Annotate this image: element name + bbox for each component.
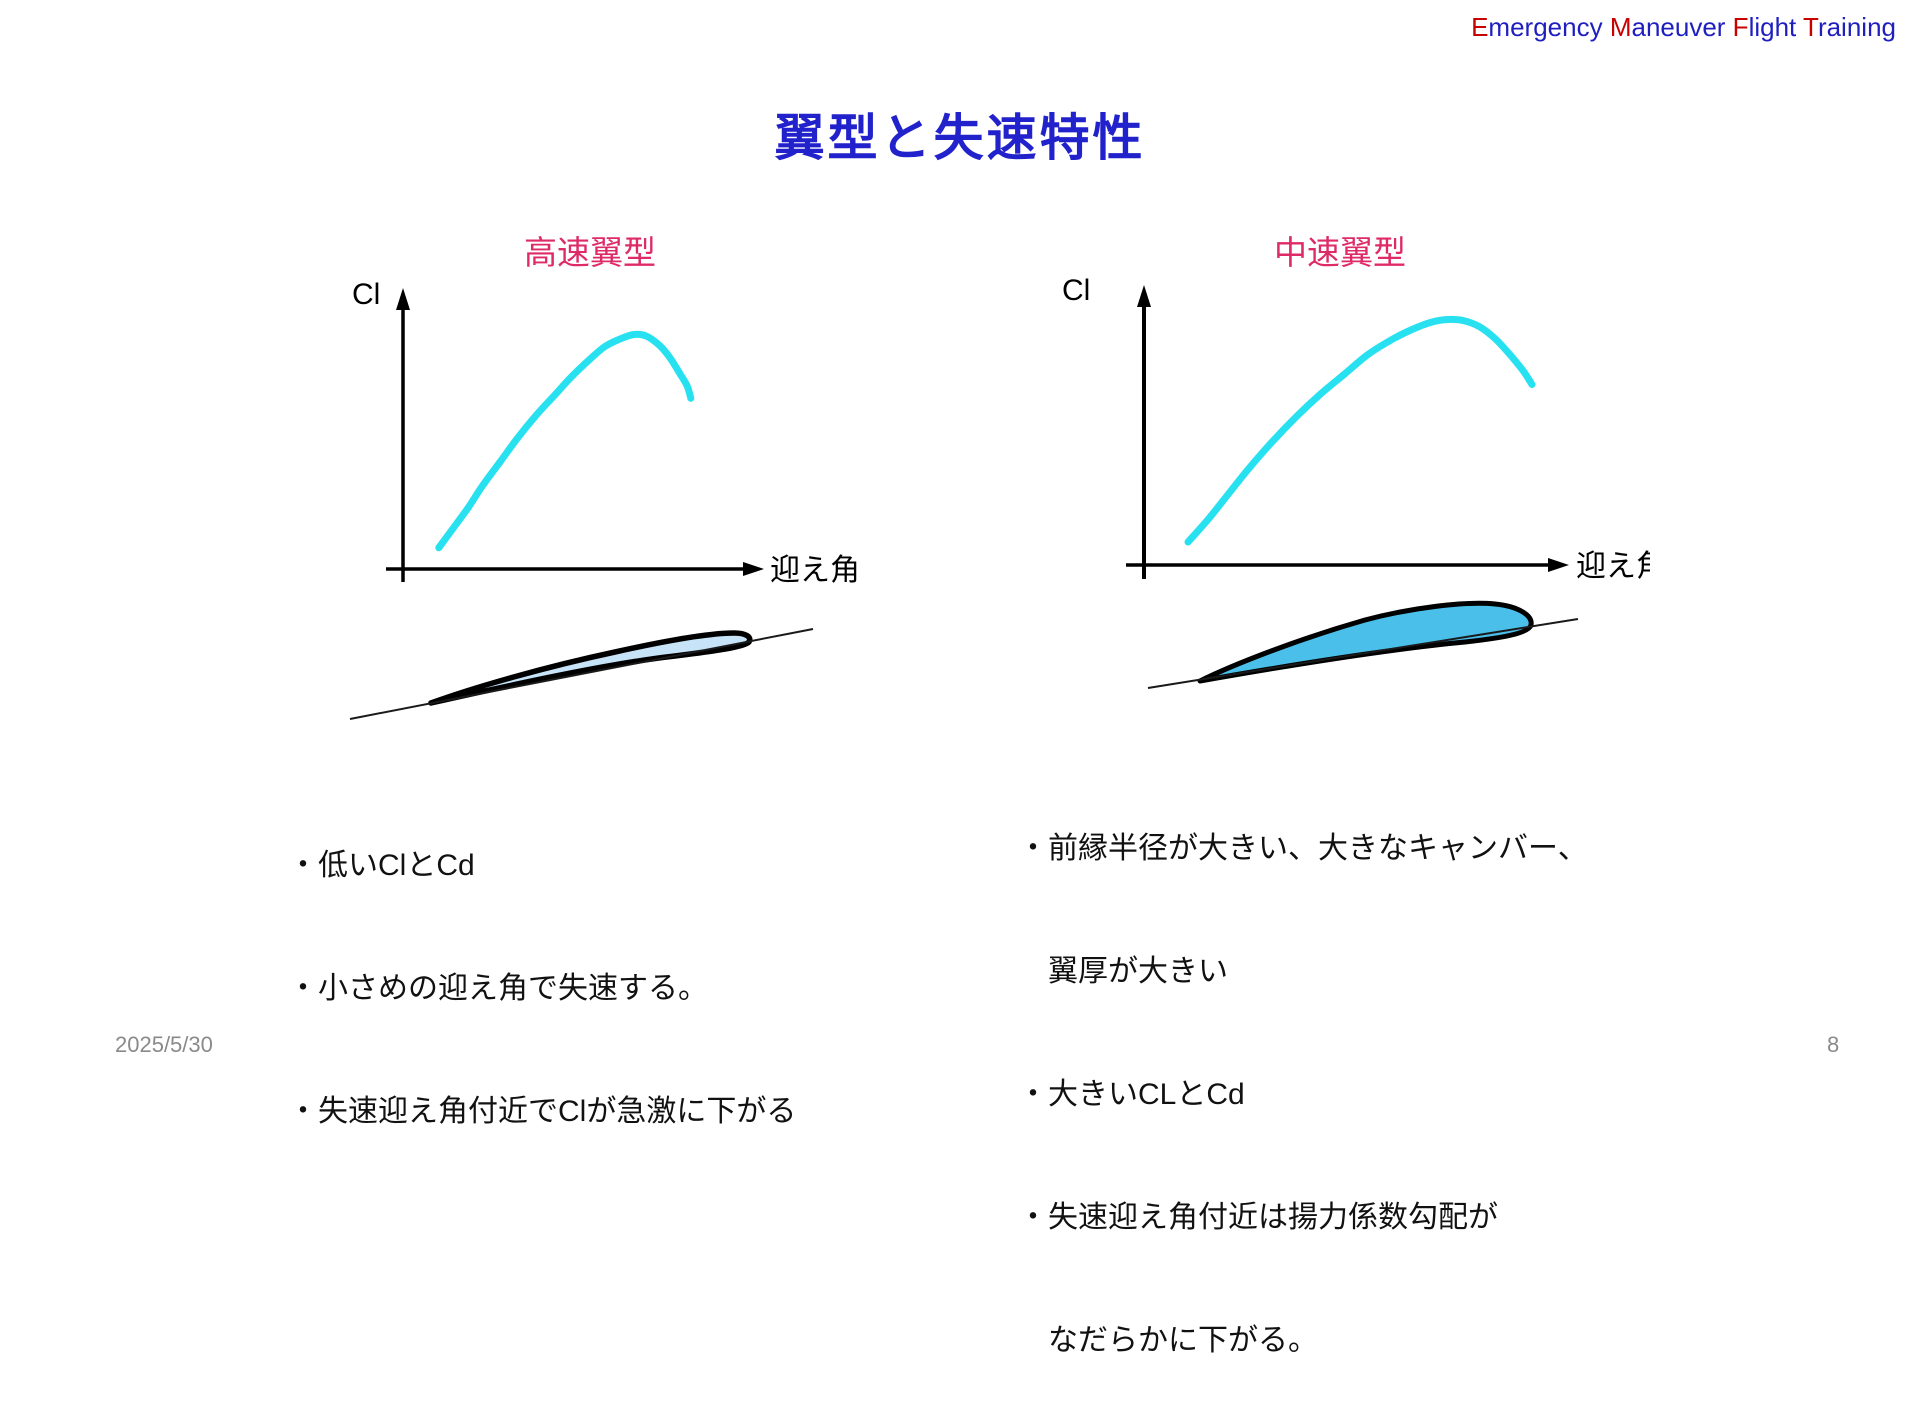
- bullet-line: ・失速迎え角付近でClが急激に下がる: [288, 1095, 797, 1128]
- panel-label-medium-speed: 中速翼型: [1274, 234, 1406, 271]
- airfoil-sketch-high-speed: [349, 628, 814, 720]
- bullet-list-high-speed: ・低いClとCd ・小さめの迎え角で失速する。 ・失速迎え角付近でClが急激に下…: [288, 763, 796, 1173]
- panel-label-high-speed: 高速翼型: [524, 234, 656, 271]
- slide-date: 2025/5/30: [115, 1032, 213, 1057]
- cl-alpha-chart-high-speed: Cl 迎え角: [352, 278, 860, 587]
- bullet-line: ・低いClとCd: [288, 849, 475, 882]
- brand-text: raining: [1817, 12, 1896, 42]
- x-axis-arrow-icon: [1548, 558, 1569, 572]
- brand-text: light: [1748, 12, 1804, 42]
- bullet-line: なだらかに下がる。: [1018, 1324, 1318, 1357]
- brand-header: Emergency Maneuver Flight Training: [1471, 12, 1896, 43]
- brand-letter: M: [1609, 12, 1632, 42]
- page-title: 翼型と失速特性: [774, 110, 1146, 166]
- cl-alpha-chart-medium-speed: Cl 迎え角: [1062, 274, 1650, 583]
- bullet-list-medium-speed: ・前縁半径が大きい、大きなキャンバー、 翼厚が大きい ・大きいCLとCd ・失速…: [1018, 746, 1588, 1402]
- y-axis-arrow-icon: [1137, 285, 1151, 307]
- brand-letter: E: [1471, 12, 1489, 42]
- airfoil-sketch-medium-speed: [1147, 600, 1579, 689]
- airfoil-outline: [428, 630, 753, 706]
- bullet-line: ・大きいCLとCd: [1018, 1078, 1245, 1111]
- bullet-line: ・失速迎え角付近は揚力係数勾配が: [1018, 1201, 1498, 1234]
- y-axis-label: Cl: [352, 278, 380, 311]
- chord-line: [349, 628, 814, 720]
- bullet-line: ・前縁半径が大きい、大きなキャンバー、: [1018, 832, 1588, 865]
- airfoil-outline: [1197, 600, 1534, 684]
- brand-letter: T: [1803, 12, 1818, 42]
- x-axis-label: 迎え角: [1576, 550, 1650, 583]
- chord-line: [1147, 618, 1579, 689]
- brand-letter: F: [1732, 12, 1749, 42]
- brand-text: mergency: [1488, 12, 1610, 42]
- cl-curve-medium-speed: [1184, 315, 1536, 546]
- page-number: 8: [1827, 1032, 1840, 1057]
- y-axis-arrow-icon: [396, 288, 410, 310]
- x-axis-arrow-icon: [743, 562, 764, 576]
- cl-curve-high-speed: [435, 330, 695, 552]
- brand-text: aneuver: [1631, 12, 1733, 42]
- bullet-line: 翼厚が大きい: [1018, 955, 1228, 988]
- y-axis-label: Cl: [1062, 274, 1090, 307]
- bullet-line: ・小さめの迎え角で失速する。: [288, 972, 708, 1005]
- x-axis-label: 迎え角: [770, 554, 860, 587]
